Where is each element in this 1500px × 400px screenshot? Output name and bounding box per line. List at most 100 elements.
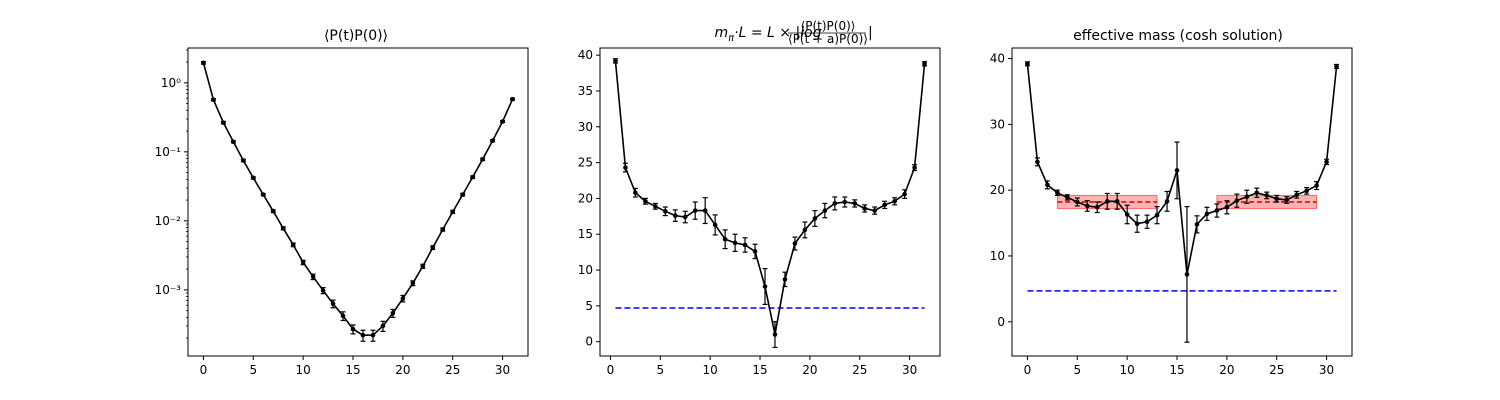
- data-point: [812, 216, 818, 221]
- data-point: [902, 191, 907, 197]
- data-point: [490, 138, 495, 144]
- data-point: [360, 332, 366, 338]
- data-point: [862, 206, 868, 211]
- x-tick-label: 20: [802, 363, 817, 377]
- y-tick-label: 10⁻¹: [155, 145, 182, 159]
- y-tick-label: 10⁻³: [155, 283, 182, 297]
- data-point: [231, 139, 236, 145]
- panel-effective-mass: effective mass (cosh solution) 0 5 10 15 20 2…: [990, 28, 1353, 377]
- data-point: [732, 240, 738, 246]
- data-point: [872, 208, 877, 213]
- data-point: [270, 208, 276, 214]
- data-point: [1254, 190, 1260, 196]
- series-line: [202, 62, 514, 337]
- data-point: [892, 198, 897, 204]
- axes-frame: [187, 47, 529, 357]
- data-point: [752, 249, 758, 254]
- data-point: [420, 263, 426, 269]
- y-tick-label: 35: [578, 84, 593, 98]
- y-tick-label: 10⁰: [161, 76, 181, 90]
- x-tick-label: 20: [1219, 363, 1234, 377]
- data-point: [251, 175, 256, 181]
- data-point: [410, 280, 416, 286]
- data-point: [762, 284, 768, 289]
- title-lhs-sub: π: [728, 33, 735, 44]
- x-tick-label: 0: [607, 363, 615, 377]
- data-point: [852, 201, 858, 206]
- data-point: [241, 158, 246, 163]
- x-tick-label: 0: [200, 363, 208, 377]
- data-point: [613, 58, 618, 64]
- data-point: [1314, 183, 1319, 188]
- x-tick-label: 25: [852, 363, 867, 377]
- y-tick-label: 25: [578, 156, 593, 170]
- data-point: [310, 274, 316, 280]
- data-point: [672, 213, 678, 218]
- title-close: |: [868, 25, 873, 41]
- x-tick-label: 10: [296, 363, 311, 377]
- y-tick-label: 10: [990, 249, 1005, 263]
- data-point: [712, 222, 718, 228]
- data-point: [470, 174, 475, 180]
- x-tick-label: 20: [395, 363, 410, 377]
- data-point: [1234, 198, 1240, 203]
- y-tick-label: 20: [990, 183, 1005, 197]
- data-point: [1294, 192, 1299, 198]
- panel-correlator: ⟨P(t)P(0)⟩ 0 5 10 15 20 25 30 10⁻³ 10⁻² 10⁻¹ 10⁰: [155, 28, 529, 377]
- data-point: [922, 61, 927, 67]
- data-point: [320, 288, 326, 293]
- x-tick-label: 15: [752, 363, 767, 377]
- data-point: [1194, 222, 1200, 227]
- data-point: [1274, 196, 1280, 202]
- data-point: [1104, 199, 1110, 204]
- data-point: [1035, 159, 1040, 165]
- axes-frame: [1011, 47, 1353, 357]
- data-point: [633, 190, 638, 195]
- data-point: [702, 208, 708, 213]
- x-tick-label: 30: [1319, 363, 1334, 377]
- panel-title: mπ·L = L × |log: [714, 25, 821, 44]
- y-tick-label: 0: [585, 335, 593, 349]
- data-point: [1065, 195, 1070, 200]
- axes-frame: [599, 47, 941, 357]
- x-tick-label: 15: [1169, 363, 1184, 377]
- title-lhs-main: m: [714, 25, 728, 41]
- data-point: [772, 332, 778, 337]
- data-point: [842, 199, 848, 205]
- data-point: [430, 245, 436, 250]
- title-fraction-denominator: ⟨P(t + a)P(0)⟩: [788, 32, 868, 46]
- data-point: [1134, 221, 1140, 227]
- data-point: [722, 236, 728, 242]
- data-point: [480, 157, 485, 162]
- data-point: [653, 203, 658, 209]
- data-point: [330, 301, 336, 307]
- x-tick-label: 30: [902, 363, 917, 377]
- data-point: [832, 201, 838, 206]
- data-point: [1224, 204, 1230, 210]
- data-point: [510, 96, 515, 102]
- panel-title: effective mass (cosh solution): [1073, 28, 1283, 44]
- title-lhs-rest: ·L = L × |log: [734, 25, 821, 41]
- data-point: [260, 192, 266, 197]
- data-point: [1154, 212, 1160, 218]
- y-tick-label: 40: [990, 52, 1005, 66]
- data-point: [682, 214, 688, 220]
- y-tick-label: 20: [578, 191, 593, 205]
- data-point: [460, 192, 465, 197]
- data-point: [1244, 194, 1250, 200]
- data-point: [300, 260, 306, 265]
- x-tick-label: 25: [1269, 363, 1284, 377]
- data-point: [802, 227, 808, 233]
- data-point: [390, 310, 396, 316]
- x-tick-label: 15: [345, 363, 360, 377]
- data-point: [643, 198, 648, 204]
- x-tick-label: 10: [703, 363, 718, 377]
- data-point: [1144, 219, 1150, 225]
- data-point: [1025, 61, 1030, 67]
- data-point: [1184, 272, 1190, 277]
- data-point: [400, 296, 406, 301]
- data-point: [500, 119, 505, 124]
- data-point: [201, 60, 206, 66]
